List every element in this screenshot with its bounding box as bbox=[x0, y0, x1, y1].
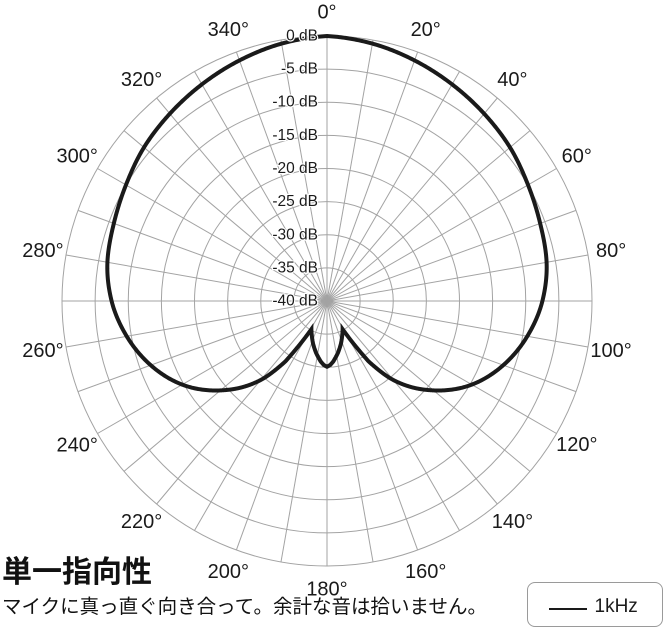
svg-text:-20 dB: -20 dB bbox=[272, 160, 318, 177]
svg-text:300°: 300° bbox=[57, 146, 98, 168]
svg-text:-30 dB: -30 dB bbox=[272, 226, 318, 243]
svg-text:100°: 100° bbox=[590, 340, 631, 362]
svg-text:0°: 0° bbox=[317, 2, 336, 24]
svg-text:320°: 320° bbox=[121, 69, 162, 91]
svg-text:0 dB: 0 dB bbox=[286, 28, 318, 45]
svg-text:-15 dB: -15 dB bbox=[272, 127, 318, 144]
svg-text:40°: 40° bbox=[497, 69, 527, 91]
svg-text:-35 dB: -35 dB bbox=[272, 259, 318, 276]
svg-text:60°: 60° bbox=[562, 146, 592, 168]
svg-text:220°: 220° bbox=[121, 511, 162, 533]
svg-text:80°: 80° bbox=[596, 240, 626, 262]
svg-text:140°: 140° bbox=[492, 511, 533, 533]
svg-text:200°: 200° bbox=[208, 561, 249, 583]
svg-text:340°: 340° bbox=[208, 19, 249, 41]
svg-text:-5 dB: -5 dB bbox=[281, 61, 318, 78]
svg-text:260°: 260° bbox=[22, 340, 63, 362]
svg-text:160°: 160° bbox=[405, 561, 446, 583]
svg-text:20°: 20° bbox=[411, 19, 441, 41]
svg-text:280°: 280° bbox=[22, 240, 63, 262]
svg-text:-25 dB: -25 dB bbox=[272, 193, 318, 210]
svg-text:-10 dB: -10 dB bbox=[272, 94, 318, 111]
svg-text:120°: 120° bbox=[556, 434, 597, 456]
svg-text:240°: 240° bbox=[57, 434, 98, 456]
svg-text:-40 dB: -40 dB bbox=[272, 293, 318, 310]
